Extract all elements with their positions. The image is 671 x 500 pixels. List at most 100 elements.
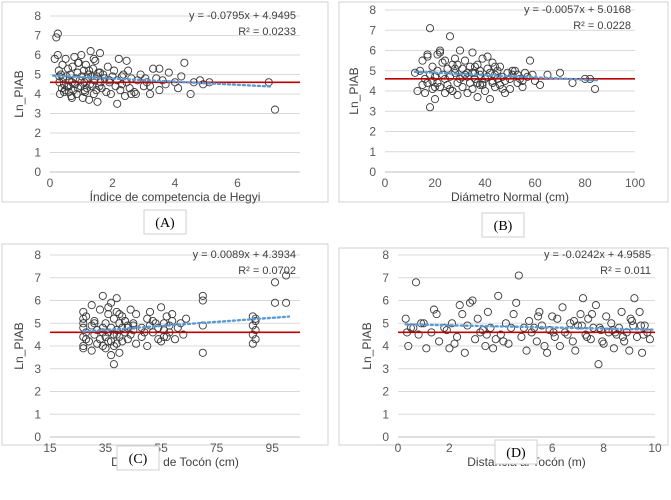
- data-point: [591, 301, 600, 310]
- data-point: [630, 294, 639, 303]
- panel-caption: (A): [155, 216, 175, 231]
- data-point: [455, 301, 464, 310]
- data-point: [508, 66, 517, 75]
- data-point: [117, 80, 126, 89]
- data-point: [186, 89, 195, 99]
- y-tick-label: 0: [382, 430, 389, 444]
- data-point: [545, 326, 554, 335]
- data-point: [95, 68, 105, 77]
- data-point: [602, 312, 611, 321]
- data-point: [425, 24, 435, 33]
- data-point: [490, 62, 500, 71]
- data-point: [103, 62, 112, 71]
- data-point: [107, 337, 116, 346]
- data-point: [486, 323, 495, 332]
- data-point: [95, 49, 105, 58]
- y-tick-label: 5: [382, 316, 389, 330]
- trendline: [404, 323, 654, 331]
- x-tick-label: 6: [549, 441, 556, 455]
- data-point: [463, 88, 472, 98]
- y-tick-label: 2: [34, 385, 41, 399]
- data-point: [638, 348, 647, 357]
- data-point: [182, 314, 191, 323]
- data-point: [433, 66, 442, 75]
- data-point: [145, 89, 155, 99]
- data-point: [67, 93, 76, 102]
- y-tick-label: 7: [34, 271, 41, 285]
- data-point: [122, 56, 131, 65]
- data-point: [270, 298, 280, 307]
- data-point: [55, 89, 65, 99]
- data-point: [532, 337, 541, 346]
- data-point: [145, 307, 155, 316]
- data-point: [410, 68, 420, 77]
- data-point: [558, 303, 567, 312]
- x-tick-label: 80: [578, 176, 592, 190]
- data-point: [115, 332, 124, 341]
- y-axis-label: Ln_PIAB: [347, 67, 361, 114]
- data-point: [435, 82, 445, 92]
- data-point: [104, 303, 113, 312]
- data-point: [507, 323, 516, 332]
- x-tick-label: 0: [395, 441, 402, 455]
- data-point: [534, 312, 543, 321]
- data-point: [453, 332, 462, 341]
- data-point: [494, 291, 503, 300]
- data-point: [64, 64, 73, 73]
- data-point: [525, 316, 534, 326]
- data-point: [569, 316, 579, 326]
- x-tick-label: 2: [109, 176, 116, 190]
- data-point: [159, 332, 168, 341]
- data-point: [442, 326, 451, 335]
- data-point: [126, 305, 135, 314]
- y-tick-label: 3: [34, 107, 41, 121]
- data-point: [483, 72, 492, 81]
- data-point: [89, 89, 98, 99]
- data-point: [90, 319, 99, 328]
- data-point: [455, 46, 465, 55]
- data-point: [458, 82, 467, 92]
- caption-box: [116, 445, 160, 471]
- data-point: [450, 339, 459, 348]
- data-point: [125, 84, 134, 93]
- x-tick-label: 6: [234, 176, 241, 190]
- data-point: [109, 360, 118, 369]
- data-point: [626, 314, 635, 323]
- data-point: [56, 70, 65, 79]
- trend-equation: y = 0.0089x + 4.3934: [193, 249, 296, 261]
- data-point: [248, 339, 257, 348]
- data-point: [639, 330, 648, 339]
- data-point: [87, 346, 96, 355]
- data-point: [154, 335, 163, 344]
- data-point: [251, 326, 260, 335]
- data-point: [97, 84, 106, 93]
- data-point: [162, 332, 171, 341]
- x-tick-label: 4: [172, 176, 179, 190]
- x-tick-label: 10: [648, 441, 662, 455]
- data-point: [93, 97, 102, 106]
- data-point: [438, 58, 447, 67]
- data-point: [401, 314, 410, 323]
- data-point: [555, 341, 564, 351]
- y-tick-label: 0: [34, 430, 41, 444]
- data-point: [495, 80, 505, 89]
- data-point: [54, 66, 63, 75]
- data-point: [113, 99, 122, 108]
- data-point: [87, 301, 96, 310]
- data-point: [143, 341, 152, 351]
- data-point: [90, 316, 99, 326]
- data-point: [483, 307, 492, 316]
- r-squared: R² = 0.011: [600, 265, 651, 277]
- data-point: [500, 76, 510, 85]
- data-point: [445, 84, 455, 94]
- data-point: [282, 271, 291, 280]
- data-point: [68, 62, 77, 71]
- data-point: [440, 323, 449, 332]
- data-point: [587, 310, 597, 319]
- data-point: [104, 337, 113, 346]
- data-point: [98, 291, 107, 300]
- chart-frame: [338, 1, 669, 203]
- data-point: [510, 66, 520, 75]
- data-point: [413, 86, 422, 96]
